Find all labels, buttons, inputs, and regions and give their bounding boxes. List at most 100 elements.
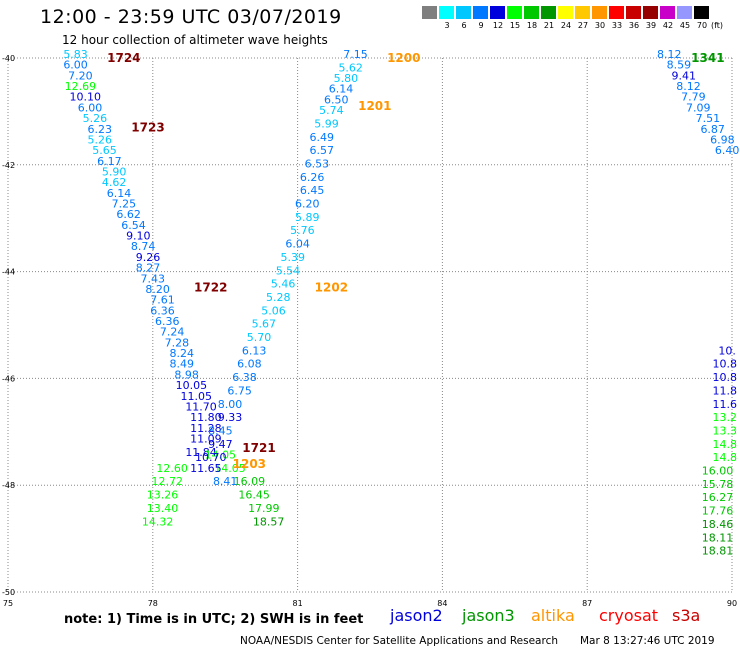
swh-value: 8.74 [131,240,156,253]
swh-value: 6.50 [324,93,349,106]
swh-value: 8.00 [218,398,243,411]
swh-value: 15.78 [702,478,734,491]
swh-value: 5.67 [252,318,277,331]
legend-label: 3 [444,21,450,30]
swh-value: 6.62 [116,208,141,221]
swh-value: 4.62 [102,176,127,189]
legend-swatch [694,6,709,19]
legend-label: 45 [679,21,691,30]
swh-value: 6.04 [285,238,310,251]
swh-value: 7.15 [343,48,368,61]
legend-label: 39 [645,21,657,30]
swh-value: 7.25 [112,198,137,211]
swh-value: 17.99 [248,502,280,515]
swh-value: 11.84 [185,446,217,459]
swh-value: 5.70 [247,331,272,344]
swh-value: 17.76 [702,505,734,518]
swh-value: 11.8 [713,384,738,397]
swh-value: 8.45 [208,424,233,437]
swh-value: 11.09 [190,432,222,445]
swh-value: 13.2 [713,411,738,424]
swh-value: 11.80 [190,411,222,424]
swh-value: 12.60 [156,462,188,475]
swh-value: 5.89 [295,211,320,224]
lat-tick-label: -46 [2,374,15,383]
swh-value: 6.14 [329,83,354,96]
legend-swatch [541,6,556,19]
swh-value: 6.49 [309,131,334,144]
swh-value: 6.40 [715,144,740,157]
lon-tick-label: 90 [727,599,737,608]
legend-swatch [626,6,641,19]
swh-value: 6.75 [227,384,252,397]
legend-swatch [422,6,437,19]
pass-time-label: 1723 [131,120,164,134]
swh-value: 11.28 [190,422,222,435]
swh-value: 6.54 [121,219,146,232]
swh-value: 8.24 [170,347,195,360]
swh-value: 8.20 [145,283,170,296]
lat-tick-label: -50 [2,588,15,597]
swh-value: 7.28 [165,336,190,349]
satellite-name: altika [531,606,575,625]
swh-value: 5.46 [271,278,296,291]
swh-value: 14.05 [205,449,237,462]
swh-value: 11.05 [180,390,212,403]
legend-label: 70 [696,21,708,30]
swh-value: 5.06 [261,304,286,317]
legend-label: 18 [526,21,538,30]
legend-swatch [473,6,488,19]
swh-value: 16.09 [234,475,266,488]
swh-value: 5.28 [266,291,291,304]
swh-value: 9.33 [218,411,243,424]
swh-value: 11.6 [713,398,738,411]
lon-tick-label: 78 [148,599,158,608]
swh-value: 6.36 [150,304,175,317]
pass-time-label: 1724 [107,51,140,65]
lat-tick-label: -42 [2,161,15,170]
swh-value: 16.00 [702,465,734,478]
pass-time-label: 1341 [691,51,724,65]
lat-tick-label: -48 [2,481,15,490]
note-text: note: 1) Time is in UTC; 2) SWH is in fe… [64,612,364,627]
swh-value: 6.87 [700,123,725,136]
swh-value: 16.45 [238,489,270,502]
swh-value: 14.8 [713,451,738,464]
lon-tick-label: 81 [293,599,303,608]
swh-value: 8.98 [174,368,199,381]
lon-tick-label: 87 [582,599,592,608]
swh-value: 6.00 [63,59,88,72]
swh-value: 5.26 [83,112,108,125]
pass-time-label: 1202 [315,281,348,295]
map-title: 12:00 - 23:59 UTC 03/07/2019 [40,6,342,28]
swh-value: 13.26 [147,489,179,502]
swh-value: 7.20 [68,69,93,82]
swh-value: 5.74 [319,104,344,117]
pass-time-label: 1200 [387,51,420,65]
swh-value: 9.10 [126,230,151,243]
swh-value: 11.65 [190,462,222,475]
swh-value: 12.72 [152,475,184,488]
swh-value: 5.99 [314,117,339,130]
swh-value: 6.57 [309,144,334,157]
swh-value: 9.41 [671,69,696,82]
swh-value: 18.81 [702,545,734,558]
legend-label: 27 [577,21,589,30]
swh-value: 6.53 [305,157,330,170]
swh-value: 10.8 [713,371,738,384]
swh-value: 6.13 [242,344,267,357]
pass-time-label: 1721 [242,441,275,455]
satellite-name: s3a [672,606,701,625]
swh-value: 10.8 [713,358,738,371]
legend-label: 12 [492,21,504,30]
legend-swatch [609,6,624,19]
swh-value: 7.51 [696,112,721,125]
swh-value: 7.24 [160,326,185,339]
swh-value: 8.59 [667,59,692,72]
swh-value: 9.47 [208,438,233,451]
legend-label: 15 [509,21,521,30]
legend-label: 33 [611,21,623,30]
swh-value: 18.46 [702,518,734,531]
swh-value: 9.26 [136,251,161,264]
swh-value: 11.70 [185,400,217,413]
